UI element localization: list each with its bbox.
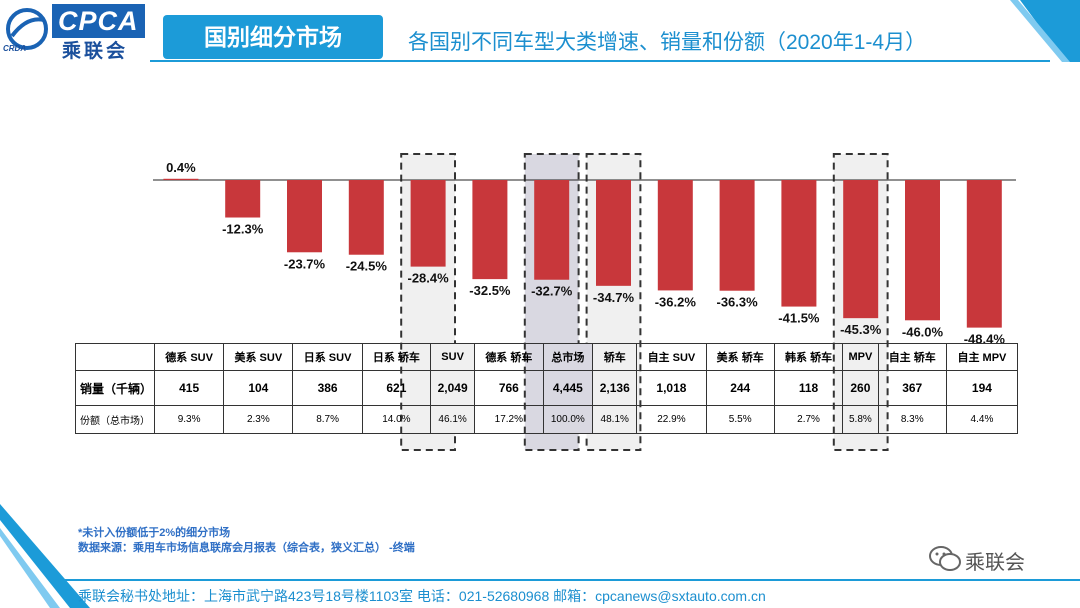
bar-label-0: 0.4% xyxy=(166,160,196,175)
share-cell: 2.7% xyxy=(773,405,844,434)
bar-label-5: -32.5% xyxy=(469,283,511,298)
table-header-cell: 总市场 xyxy=(542,343,594,371)
sales-share-table: 德系 SUV 美系 SUV 日系 SUV 日系 轿车 SUV 德系 轿车 总市场 轿车 自主 S… xyxy=(75,343,1019,434)
table-header-cell: 美系 轿车 xyxy=(705,343,775,371)
bar-8 xyxy=(657,180,693,291)
share-cell: 100.0% xyxy=(542,405,594,434)
bar-label-12: -46.0% xyxy=(902,324,944,339)
wechat-label: 乘联会 xyxy=(965,552,1025,574)
table-header-cell: 美系 SUV xyxy=(223,343,294,371)
table-header-cell: 德系 SUV xyxy=(153,343,225,371)
share-cell: 14.0% xyxy=(361,405,432,434)
corner-decoration-top-right xyxy=(1010,0,1080,62)
footer-address: 乘联会秘书处地址：上海市武宁路423号18号楼1103室 电话：021-5268… xyxy=(78,588,766,604)
share-cell: 5.8% xyxy=(842,405,879,434)
volume-cell: 244 xyxy=(705,370,775,406)
table-header-cell: 韩系 轿车 xyxy=(773,343,844,371)
table-corner-cell xyxy=(75,343,155,371)
table-row-share: 份额（总市场） 9.3% 2.3% 8.7% 14.0% 46.1% 17.2% 100.0%… xyxy=(75,405,1019,434)
volume-cell: 104 xyxy=(223,370,294,406)
share-cell: 8.7% xyxy=(292,405,363,434)
bar-0 xyxy=(163,178,199,180)
table-header-cell: 日系 SUV xyxy=(292,343,363,371)
table-header-row: 德系 SUV 美系 SUV 日系 SUV 日系 轿车 SUV 德系 轿车 总市场 轿车 自主 S… xyxy=(75,343,1019,371)
share-cell: 22.9% xyxy=(636,405,707,434)
header-divider xyxy=(150,60,1050,62)
bar-6 xyxy=(534,180,570,280)
volume-cell: 118 xyxy=(773,370,844,406)
table-header-cell: MPV xyxy=(842,343,879,371)
bar-9 xyxy=(719,180,755,291)
share-cell: 9.3% xyxy=(153,405,225,434)
bar-label-8: -36.2% xyxy=(655,294,697,309)
bar-12 xyxy=(905,180,940,321)
logo-cn: 乘联会 xyxy=(62,41,129,62)
footer-divider xyxy=(60,579,1080,581)
bar-label-3: -24.5% xyxy=(346,259,388,274)
logo-small-text: CRDA xyxy=(3,44,27,53)
note-data-source: 数据来源：乘用车市场信息联席会月报表（综合表，狭义汇总） -终端 xyxy=(78,542,415,554)
volume-cell: 415 xyxy=(153,370,225,406)
share-cell: 8.3% xyxy=(877,405,947,434)
bar-label-10: -41.5% xyxy=(778,311,820,326)
volume-cell: 621 xyxy=(361,370,432,406)
volume-cell: 4,445 xyxy=(542,370,594,406)
bar-label-1: -12.3% xyxy=(222,222,264,237)
bar-4 xyxy=(410,180,446,267)
bar-label-7: -34.7% xyxy=(593,290,635,305)
note-share-threshold: *未计入份额低于2%的细分市场 xyxy=(78,527,231,539)
table-header-cell: SUV xyxy=(430,343,476,371)
logo-text: CPCA xyxy=(52,4,145,38)
table-row-volume: 销量（千辆） 415 104 386 621 2,049 766 4,445 2,136 1,01… xyxy=(75,370,1019,406)
bar-3 xyxy=(348,180,384,255)
bar-10 xyxy=(781,180,817,307)
bar-5 xyxy=(472,180,508,280)
share-cell: 4.4% xyxy=(945,405,1019,434)
volume-cell: 1,018 xyxy=(636,370,707,406)
share-cell: 17.2% xyxy=(474,405,544,434)
bar-7 xyxy=(596,180,631,286)
volume-cell: 2,049 xyxy=(430,370,476,406)
bar-label-11: -45.3% xyxy=(840,322,882,337)
title-pill xyxy=(163,15,383,59)
bar-label-9: -36.3% xyxy=(716,295,758,310)
bar-11 xyxy=(843,180,879,319)
table-header-cell: 自主 轿车 xyxy=(877,343,947,371)
row-label-volume: 销量（千辆） xyxy=(75,370,155,406)
row-label-share: 份额（总市场） xyxy=(75,405,155,434)
volume-cell: 367 xyxy=(877,370,947,406)
volume-cell: 2,136 xyxy=(592,370,638,406)
volume-cell: 260 xyxy=(842,370,879,406)
bar-1 xyxy=(225,180,261,218)
bar-13 xyxy=(966,180,1002,328)
page-title: 国别细分市场 xyxy=(204,24,342,50)
share-cell: 46.1% xyxy=(430,405,476,434)
table-header-cell: 自主 MPV xyxy=(945,343,1019,371)
bar-2 xyxy=(287,180,322,253)
corner-decoration-bottom-left xyxy=(0,504,90,608)
logo-mark-icon xyxy=(6,8,48,50)
wechat-icon xyxy=(929,546,961,571)
table-header-cell: 日系 轿车 xyxy=(361,343,432,371)
share-cell: 5.5% xyxy=(705,405,775,434)
table-header-cell: 自主 SUV xyxy=(636,343,707,371)
table-header-cell: 轿车 xyxy=(592,343,638,371)
volume-cell: 386 xyxy=(292,370,363,406)
bar-label-4: -28.4% xyxy=(407,271,449,286)
table-header-cell: 德系 轿车 xyxy=(474,343,544,371)
volume-cell: 766 xyxy=(474,370,544,406)
share-cell: 2.3% xyxy=(223,405,294,434)
page-subtitle: 各国别不同车型大类增速、销量和份额（2020年1-4月） xyxy=(408,31,927,54)
bar-label-2: -23.7% xyxy=(284,256,326,271)
share-cell: 48.1% xyxy=(592,405,638,434)
bar-label-13: -48.4% xyxy=(964,332,1006,347)
bar-label-6: -32.7% xyxy=(531,284,573,299)
volume-cell: 194 xyxy=(945,370,1019,406)
